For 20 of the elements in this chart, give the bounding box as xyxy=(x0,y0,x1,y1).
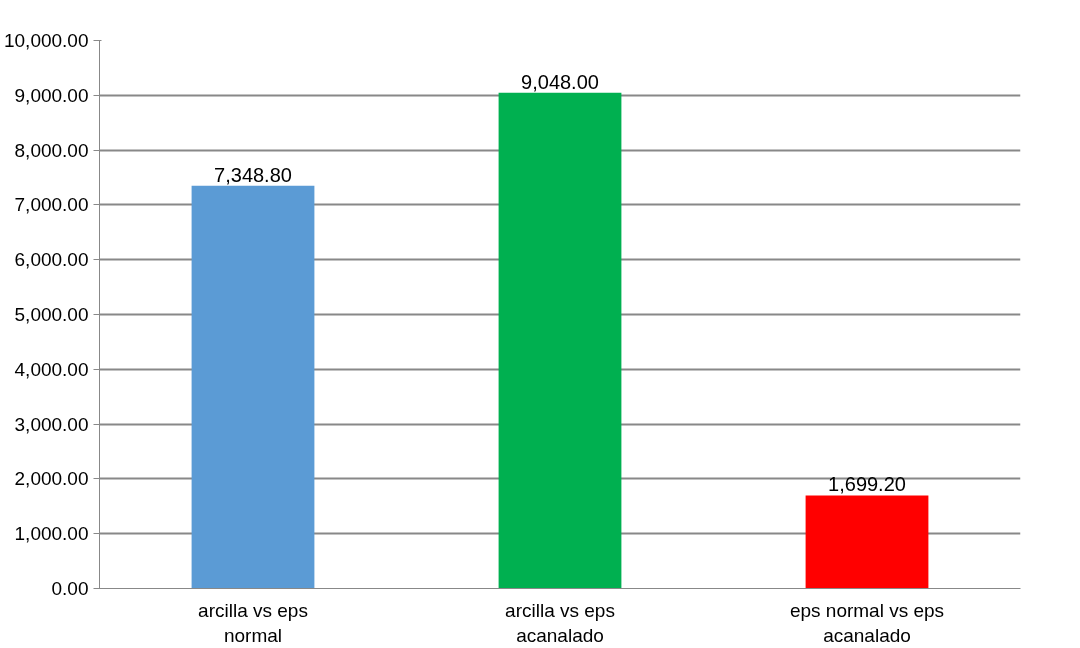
y-tick-label: 4,000.00 xyxy=(14,358,89,380)
y-tick-label: 1,000.00 xyxy=(14,523,89,545)
data-label: 9,048.00 xyxy=(521,70,599,93)
bar xyxy=(805,495,929,589)
y-tick-label: 9,000.00 xyxy=(14,84,89,106)
y-tick-label: 5,000.00 xyxy=(14,304,89,325)
y-tick-label: 6,000.00 xyxy=(14,249,89,271)
data-label: 7,348.80 xyxy=(214,163,292,186)
bar xyxy=(191,185,315,589)
bar xyxy=(498,92,622,589)
y-tick-label: 3,000.00 xyxy=(14,413,89,435)
y-tick-label: 10,000.00 xyxy=(3,30,89,51)
x-tick-label: arcilla vs eps acanalado xyxy=(505,599,615,646)
x-tick-label: arcilla vs eps normal xyxy=(198,599,308,646)
data-label: 1,699.20 xyxy=(828,473,906,496)
x-tick-label: eps normal vs eps acanalado xyxy=(789,599,945,646)
y-tick-label: 0.00 xyxy=(51,578,89,599)
y-tick-label: 7,000.00 xyxy=(14,194,89,216)
y-tick-label: 8,000.00 xyxy=(14,139,89,161)
y-tick-label: 2,000.00 xyxy=(14,468,89,490)
